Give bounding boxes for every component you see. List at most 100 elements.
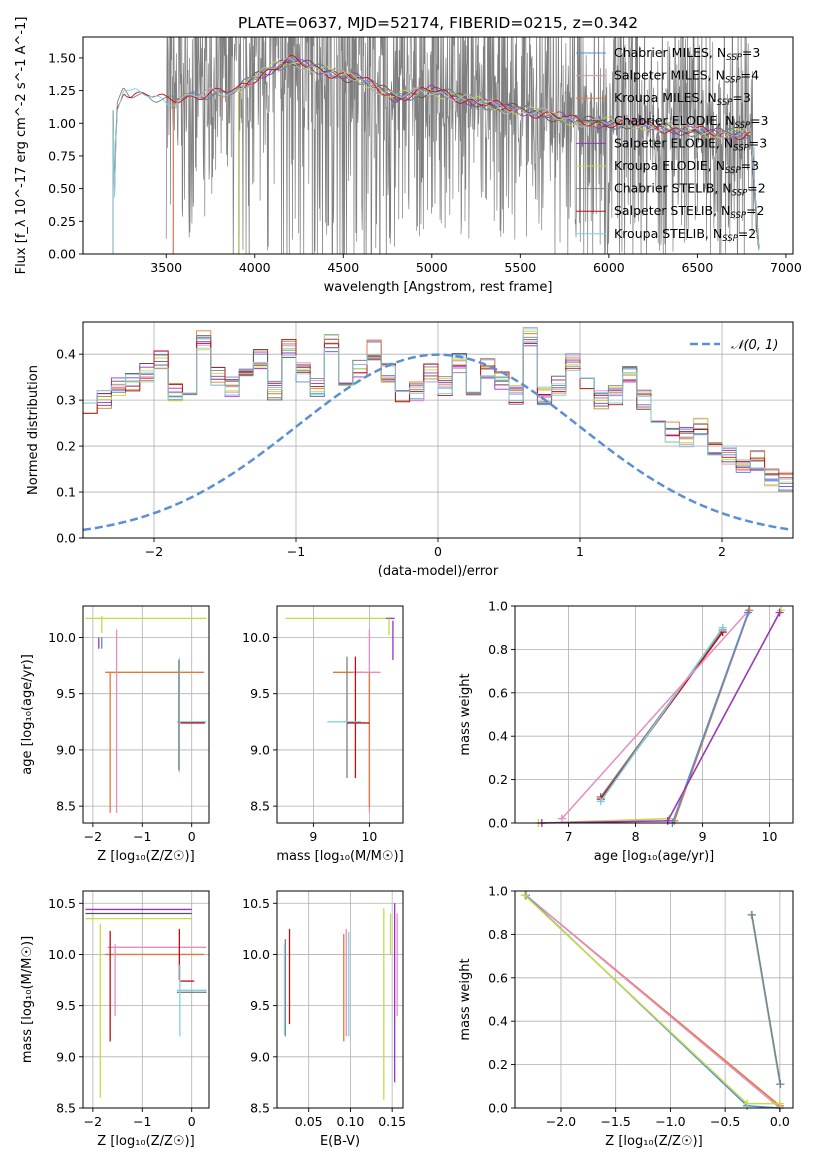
- legend-label-subscript: SSP: [730, 211, 746, 221]
- mass-weight-marker: [775, 608, 784, 617]
- x-tick-label: 2: [718, 544, 726, 559]
- y-tick-label: 8.5: [250, 799, 270, 814]
- age-vs-mass-plot-area: [285, 617, 395, 813]
- y-tick-label: 1.0: [488, 599, 508, 614]
- mass-weight-marker: [747, 910, 756, 919]
- y-tick-label: 0.2: [488, 772, 508, 787]
- spectrum-plot-area: [112, 37, 760, 254]
- y-tick-label: 0.2: [488, 1057, 508, 1072]
- legend-label: Chabrier MILES, NSSP=3: [614, 45, 760, 63]
- y-tick-label: 1.25: [48, 83, 76, 98]
- mass-weight-marker: [520, 891, 529, 900]
- x-tick-label: 8: [632, 829, 640, 844]
- x-tick-label: −1: [287, 544, 305, 559]
- y-axis-label: Normed distribution: [26, 365, 41, 495]
- legend-label-main: Chabrier STELIB, N: [614, 181, 732, 196]
- x-tick-label: 9: [309, 829, 317, 844]
- age-vs-mass-panel: 9 10 8.5 9.0 9.5 10.0 mass [log₁₀(M/M☉)]: [242, 605, 404, 864]
- y-tick-label: 0.2: [56, 439, 76, 454]
- y-tick-label: 10.0: [242, 947, 270, 962]
- x-tick-label: 0.05: [295, 1114, 323, 1129]
- x-tick-label: 4500: [327, 260, 359, 275]
- legend-label-subscript: SSP: [725, 166, 741, 176]
- y-tick-label: 1.00: [48, 116, 76, 131]
- x-tick-label: 7: [565, 829, 573, 844]
- y-tick-label: 0.4: [488, 1014, 508, 1029]
- residual-histogram-step: [83, 339, 793, 490]
- x-tick-label: 7000: [770, 260, 802, 275]
- x-tick-label: 6000: [593, 260, 625, 275]
- age-vs-Z-plot-area: [85, 616, 207, 813]
- x-tick-label: 3500: [150, 260, 182, 275]
- y-tick-label: 0.00: [48, 247, 76, 262]
- residual-histogram-step: [83, 336, 793, 492]
- mass-weight-line: [751, 914, 782, 1085]
- legend-label: Chabrier STELIB, NSSP=2: [614, 181, 766, 199]
- weight-vs-age-panel: 7 8 9 10 0.0 0.2 0.4 0.6 0.8 1.0 age [log₁₀(age/yr…: [458, 599, 794, 864]
- legend-label-subscript: SSP: [732, 189, 748, 199]
- legend-label-tail: =3: [732, 90, 750, 105]
- y-tick-label: 0.8: [488, 927, 508, 942]
- y-tick-label: 10.5: [48, 896, 76, 911]
- legend-label: Kroupa MILES, NSSP=3: [614, 90, 751, 108]
- y-tick-label: 8.5: [56, 1101, 76, 1116]
- age-vs-Z-panel: −2 −1 0 8.5 9.0 9.5 10.0 Z [log₁₀(Z/Z☉)] age [lo…: [20, 605, 210, 864]
- mass-vs-EBV-panel: 0.05 0.10 0.15 8.5 9.0 9.5 10.0 10.5 E(B-V): [242, 890, 406, 1149]
- residual-histogram-step: [83, 328, 793, 493]
- figure-title: PLATE=0637, MJD=52174, FIBERID=0215, z=0…: [238, 14, 638, 32]
- x-tick-label: 0: [434, 544, 442, 559]
- x-axis-label: Z [log₁₀(Z/Z☉)]: [97, 1134, 194, 1149]
- legend-label-main: Kroupa ELODIE, N: [614, 158, 725, 173]
- x-tick-label: −1: [133, 1114, 151, 1129]
- x-tick-label: 5500: [504, 260, 536, 275]
- y-axis-label: age [log₁₀(age/yr)]: [20, 654, 35, 775]
- legend-label-tail: =4: [741, 68, 759, 83]
- x-tick-label: 0.0: [770, 1114, 790, 1129]
- y-tick-label: 0.6: [488, 685, 508, 700]
- legend-label-subscript: SSP: [717, 98, 733, 108]
- weight-vs-Z-panel: −2.0 −1.5 −1.0 −0.5 0.0 0.0 0.2 0.4 0.6 0.8 1.0 Z […: [458, 884, 794, 1149]
- x-axis-label: Z [log₁₀(Z/Z☉)]: [97, 849, 194, 864]
- legend-label-tail: =2: [747, 181, 765, 196]
- x-tick-label: 5000: [416, 260, 448, 275]
- model-fit-line: [238, 59, 760, 254]
- y-tick-label: 10.0: [242, 630, 270, 645]
- legend-label-tail: =3: [741, 158, 759, 173]
- x-tick-label: 6500: [681, 260, 713, 275]
- axes-frame: [276, 605, 404, 824]
- residuals-panel: −2 −1 0 1 2 0.0 0.1 0.2 0.3 0.4 (data-model)/error…: [26, 321, 794, 579]
- legend-label-subscript: SSP: [733, 143, 749, 153]
- residuals-plot-area: [83, 327, 793, 532]
- axes-frame: [82, 890, 210, 1109]
- x-tick-label: −0.5: [710, 1114, 740, 1129]
- legend-label-main: Salpeter STELIB, N: [614, 203, 730, 218]
- legend-label: Salpeter MILES, NSSP=4: [614, 68, 759, 86]
- residual-histogram-step: [83, 334, 793, 492]
- y-axis-label: mass weight: [458, 958, 473, 1040]
- legend-label-subscript: SSP: [726, 53, 742, 63]
- spectrum-panel: 3500 4000 4500 5000 5500 6000 6500 7000 0.00 0.25…: [14, 17, 802, 295]
- x-tick-label: −1.0: [655, 1114, 685, 1129]
- x-tick-label: 0.15: [378, 1114, 406, 1129]
- legend-label-tail: =3: [750, 113, 768, 128]
- y-tick-label: 10.5: [242, 896, 270, 911]
- x-axis-label: E(B-V): [320, 1134, 360, 1149]
- y-tick-label: 1.0: [488, 884, 508, 899]
- y-tick-label: 0.4: [488, 729, 508, 744]
- legend-label-subscript: SSP: [734, 121, 750, 131]
- axes-frame: [276, 890, 404, 1109]
- legend-label: Chabrier ELODIE, NSSP=3: [614, 113, 769, 131]
- y-tick-label: 0.50: [48, 181, 76, 196]
- x-axis-label: (data-model)/error: [378, 564, 499, 579]
- x-tick-label: −2.0: [546, 1114, 576, 1129]
- legend-label-main: Chabrier ELODIE, N: [614, 113, 734, 128]
- y-tick-label: 0.8: [488, 642, 508, 657]
- y-tick-label: 10.0: [48, 947, 76, 962]
- legend-label-tail: =2: [738, 226, 756, 241]
- mass-weight-marker: [776, 1080, 785, 1089]
- legend-label: Salpeter STELIB, NSSP=2: [614, 203, 764, 221]
- mass-weight-line: [600, 627, 724, 802]
- x-axis-label: age [log₁₀(age/yr)]: [594, 849, 715, 864]
- legend-label-subscript: SSP: [722, 234, 738, 244]
